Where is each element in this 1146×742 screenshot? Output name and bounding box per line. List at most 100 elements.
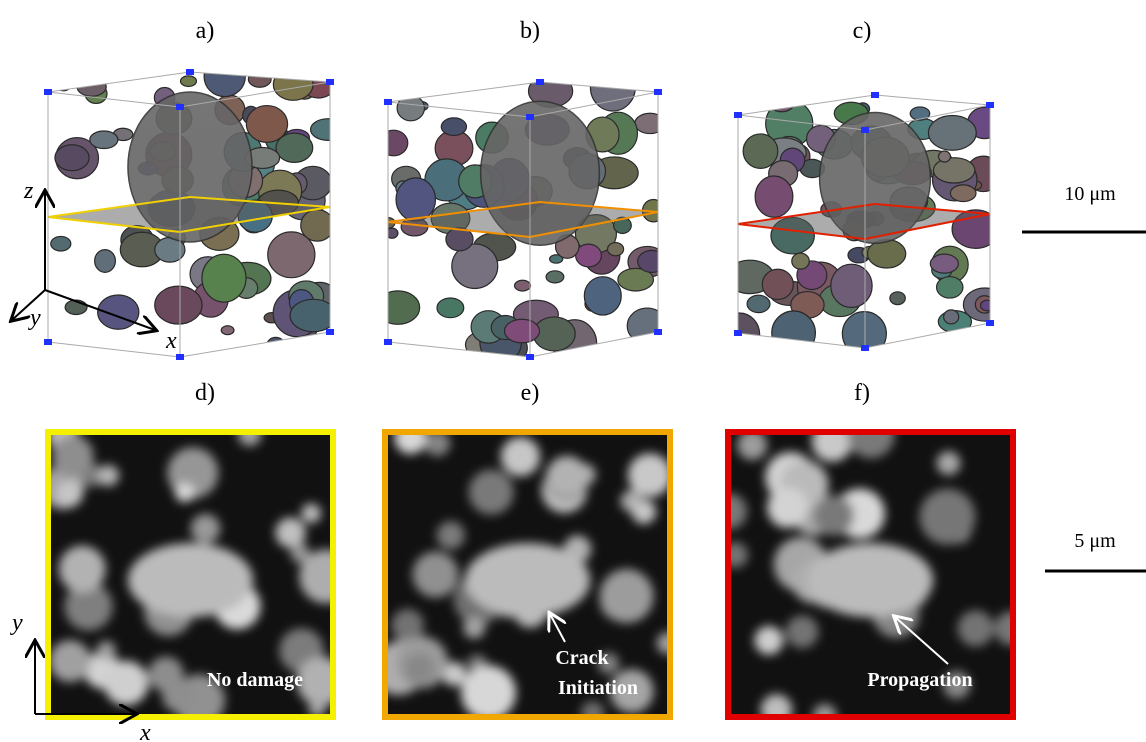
marker xyxy=(176,104,184,110)
grain xyxy=(937,451,961,475)
marker xyxy=(326,79,334,85)
grain xyxy=(56,480,83,507)
scale-bars: 10 μm 5 μm xyxy=(1022,183,1146,571)
cube-edge xyxy=(48,342,180,357)
particle xyxy=(627,308,667,344)
particle xyxy=(181,76,197,87)
panel-label: a) xyxy=(196,18,215,44)
particle xyxy=(437,298,464,318)
grain xyxy=(786,615,819,648)
grain xyxy=(49,640,91,682)
particle xyxy=(930,254,958,273)
particle xyxy=(747,295,770,312)
axis-label: y xyxy=(28,305,41,331)
grain xyxy=(162,680,194,712)
particle xyxy=(505,319,540,343)
annotation: No damage xyxy=(207,669,303,691)
particle xyxy=(246,106,287,143)
particle xyxy=(938,151,950,162)
figure: a) b) c) d) e) f) z y x y x 10 μm 5 μm N… xyxy=(0,0,1146,742)
grain xyxy=(761,694,792,725)
particle xyxy=(55,145,89,171)
particle xyxy=(155,286,202,324)
particle xyxy=(221,326,234,335)
marker xyxy=(861,127,869,133)
panel-label: d) xyxy=(195,380,215,406)
marker xyxy=(986,102,994,108)
marker xyxy=(44,89,52,95)
particle xyxy=(379,130,408,156)
marker xyxy=(526,114,534,120)
particle xyxy=(890,292,905,305)
marker xyxy=(44,339,52,345)
slice xyxy=(40,421,353,726)
grain xyxy=(59,546,106,593)
particle xyxy=(792,253,809,269)
marker xyxy=(176,354,184,360)
panel-label: e) xyxy=(521,380,540,406)
particle xyxy=(95,250,116,273)
grain xyxy=(175,483,194,502)
particle xyxy=(937,277,963,299)
marker xyxy=(654,89,662,95)
marker xyxy=(986,320,994,326)
particle xyxy=(51,236,71,251)
grain xyxy=(632,499,657,524)
particle xyxy=(268,232,315,278)
scale-label: 10 μm xyxy=(1064,183,1116,205)
particle xyxy=(772,311,816,355)
grain xyxy=(463,617,485,639)
grain xyxy=(547,456,588,497)
panel-label: b) xyxy=(520,18,540,44)
grain xyxy=(128,543,253,617)
annotation: Crack xyxy=(555,647,609,669)
grain xyxy=(501,437,540,476)
cubes xyxy=(44,56,1007,367)
annotation: Initiation xyxy=(558,677,638,699)
particle xyxy=(831,264,872,307)
grain xyxy=(581,701,604,724)
particle xyxy=(743,134,778,168)
particle xyxy=(441,118,466,136)
grain xyxy=(600,569,654,623)
grain xyxy=(812,421,852,461)
grain xyxy=(437,521,465,549)
grain xyxy=(767,487,808,528)
annotation: Propagation xyxy=(867,669,972,691)
grain xyxy=(291,544,310,563)
particle xyxy=(311,119,346,141)
axis-label: x xyxy=(139,720,151,742)
grain xyxy=(469,470,514,515)
grain xyxy=(919,489,975,545)
marker xyxy=(734,112,742,118)
grain xyxy=(191,514,221,544)
grain xyxy=(104,661,149,706)
particle xyxy=(396,178,435,221)
particle xyxy=(755,176,793,217)
particle xyxy=(202,254,246,302)
marker xyxy=(654,329,662,335)
cube-edge xyxy=(180,332,330,357)
particle xyxy=(546,271,564,283)
particle xyxy=(204,56,245,96)
grain xyxy=(98,465,119,486)
cube-edge xyxy=(875,95,990,105)
axis-label: x xyxy=(165,328,177,354)
particle xyxy=(762,269,793,299)
particle xyxy=(376,291,419,324)
grain xyxy=(394,421,427,454)
grain xyxy=(958,610,994,646)
particle xyxy=(635,113,666,133)
cube-edge xyxy=(388,82,540,102)
axis-label: z xyxy=(23,178,34,204)
scale-label: 5 μm xyxy=(1074,530,1116,552)
marker xyxy=(871,92,879,98)
particle xyxy=(638,250,666,272)
particle xyxy=(981,300,994,311)
marker xyxy=(526,354,534,360)
grain xyxy=(754,626,783,655)
marker xyxy=(384,339,392,345)
panel-label: c) xyxy=(853,18,872,44)
particle xyxy=(515,280,531,291)
particle xyxy=(90,131,118,149)
